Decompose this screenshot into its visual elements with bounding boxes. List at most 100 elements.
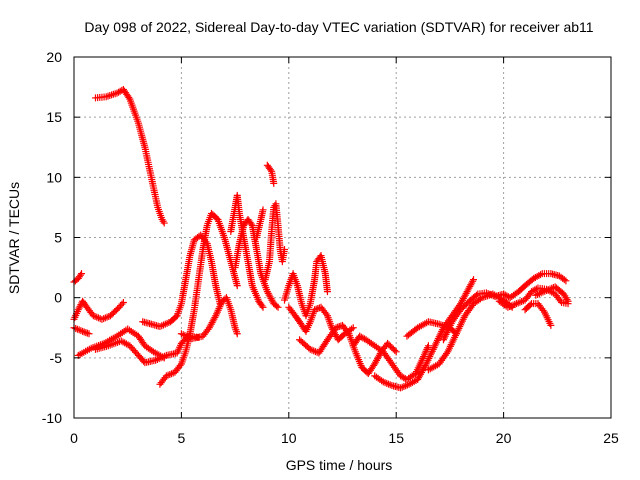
data-point: [539, 306, 547, 314]
data-point: [312, 305, 320, 313]
y-tick-labels: -10 -5 0 5 10 15 20: [42, 49, 62, 426]
data-point: [162, 372, 170, 380]
data-point: [267, 166, 275, 174]
data-point: [108, 91, 116, 99]
data-point: [560, 276, 568, 284]
y-tick-label: 10: [46, 169, 62, 185]
data-point: [233, 282, 241, 290]
data-point: [259, 303, 267, 311]
data-point: [384, 380, 392, 388]
data-point: [75, 304, 83, 312]
data-point: [482, 289, 490, 297]
data-point: [100, 315, 108, 323]
data-point: [76, 271, 84, 279]
data-point: [83, 329, 91, 337]
data-point: [344, 328, 352, 336]
data-point: [507, 302, 515, 310]
data-point: [400, 374, 408, 382]
x-tick-label: 15: [388, 430, 404, 446]
data-point: [349, 324, 357, 332]
data-point: [323, 288, 331, 296]
data-point: [310, 347, 318, 355]
data-point: [472, 291, 480, 299]
data-point: [511, 300, 519, 308]
data-point: [176, 362, 184, 370]
data-point: [125, 94, 133, 102]
data-point: [532, 285, 540, 293]
data-point: [106, 92, 114, 100]
data-point: [484, 290, 492, 298]
data-point: [332, 324, 340, 332]
data-point: [270, 179, 278, 187]
data-point: [73, 325, 81, 333]
data-point: [94, 314, 102, 322]
y-tick-label: -10: [42, 410, 62, 426]
data-point: [311, 306, 319, 314]
data-point: [281, 246, 289, 254]
data-point: [547, 321, 555, 329]
data-point: [82, 329, 90, 337]
y-tick-label: 15: [46, 109, 62, 125]
data-point: [166, 370, 174, 378]
data-point: [334, 323, 342, 331]
data-point: [74, 306, 82, 314]
data-point: [443, 350, 451, 358]
data-point: [306, 345, 314, 353]
data-point: [274, 303, 282, 311]
x-tick-label: 5: [178, 430, 186, 446]
data-point: [233, 330, 241, 338]
data-point: [259, 206, 267, 214]
data-point: [93, 313, 101, 321]
data-point: [91, 312, 99, 320]
data-point: [72, 324, 80, 332]
y-tick-label: 5: [54, 230, 62, 246]
y-tick-label: 20: [46, 49, 62, 65]
data-point: [85, 330, 93, 338]
grid: [74, 57, 611, 418]
data-point: [546, 285, 554, 293]
data-point: [469, 277, 477, 285]
data-point: [98, 315, 106, 323]
data-point: [89, 312, 97, 320]
data-point: [544, 286, 552, 294]
chart-title: Day 098 of 2022, Sidereal Day-to-day VTE…: [84, 19, 593, 35]
y-tick-label: 0: [54, 290, 62, 306]
x-tick-label: 25: [603, 430, 619, 446]
data-point: [391, 346, 399, 354]
data-point: [379, 378, 387, 386]
data-point: [75, 326, 83, 334]
data-point: [247, 220, 255, 228]
data-point: [104, 92, 112, 100]
x-tick-labels: 0 5 10 15 20 25: [70, 430, 619, 446]
x-axis-title: GPS time / hours: [286, 457, 393, 473]
data-point: [400, 382, 408, 390]
data-point: [322, 310, 330, 318]
x-tick-label: 20: [496, 430, 512, 446]
data-point: [509, 301, 517, 309]
data-point: [140, 357, 148, 365]
data-point: [211, 313, 219, 321]
x-tick-label: 0: [70, 430, 78, 446]
data-point: [160, 219, 168, 227]
y-axis-title: SDTVAR / TECUs: [6, 182, 22, 294]
data-point: [396, 384, 404, 392]
data-point: [512, 300, 520, 308]
data-points: [70, 85, 572, 392]
data-point: [503, 292, 511, 300]
data-point: [562, 277, 570, 285]
data-point: [168, 370, 176, 378]
data-point: [424, 342, 432, 350]
y-tick-label: -5: [50, 350, 63, 366]
data-point: [79, 327, 87, 335]
data-point: [273, 302, 281, 310]
data-point: [101, 314, 109, 322]
data-point: [392, 348, 400, 356]
data-point: [402, 382, 410, 390]
data-point: [518, 298, 526, 306]
data-point: [504, 303, 512, 311]
data-point: [564, 297, 572, 305]
data-point: [103, 313, 111, 321]
data-point: [526, 301, 534, 309]
data-point: [118, 300, 126, 308]
